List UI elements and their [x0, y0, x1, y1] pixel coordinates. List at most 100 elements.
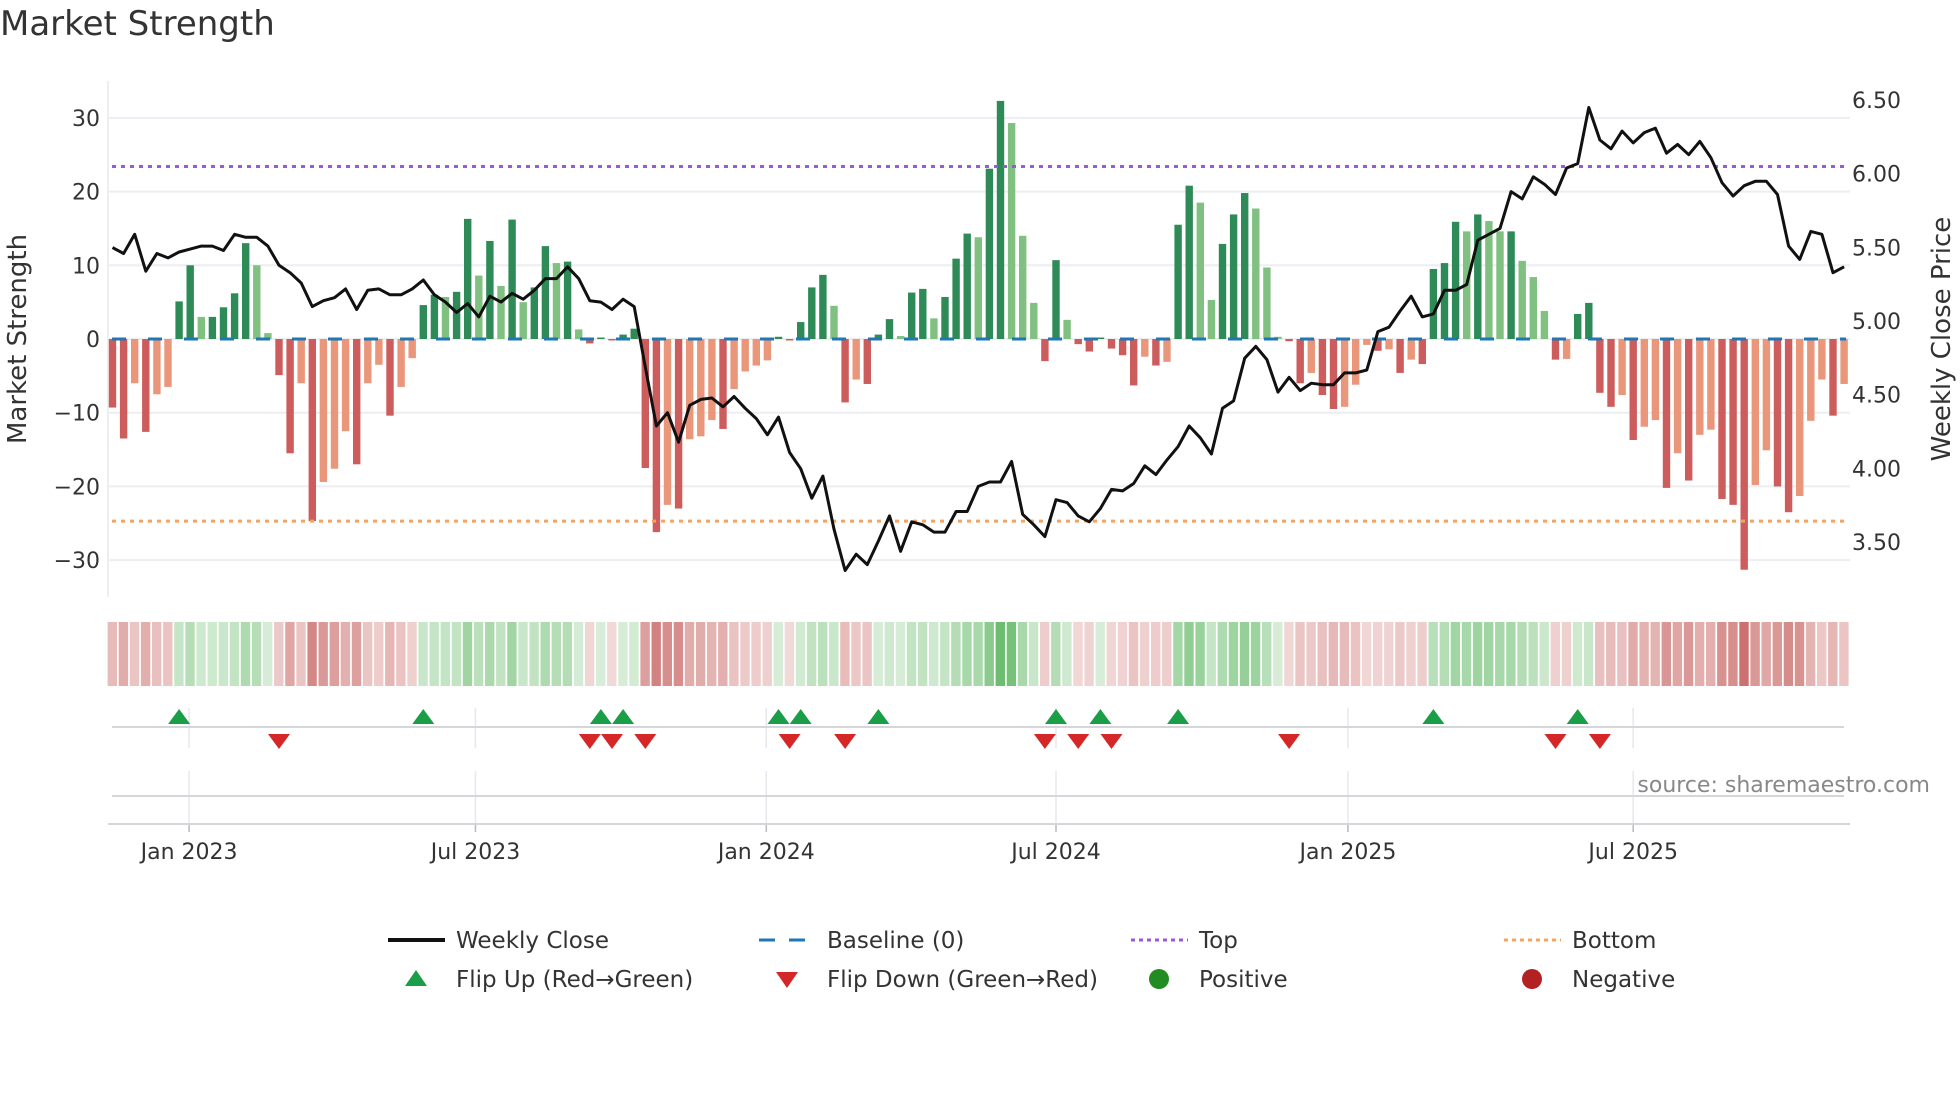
heatmap-cell — [240, 622, 251, 686]
strength-bar — [941, 296, 949, 339]
strength-bar — [674, 339, 683, 509]
heatmap-cell — [951, 622, 961, 686]
strength-bar — [808, 287, 816, 339]
strength-bar — [1185, 185, 1193, 339]
heatmap-cell — [1639, 622, 1649, 686]
strength-bar — [430, 294, 439, 339]
heatmap-cell — [1561, 622, 1572, 686]
strength-bar — [663, 339, 672, 505]
strength-bar — [497, 285, 505, 339]
heatmap-cell — [1239, 622, 1250, 686]
strength-bar — [841, 339, 849, 403]
strength-bar — [1318, 339, 1327, 396]
strength-bar — [486, 240, 494, 339]
legend-item: Top — [1131, 928, 1238, 954]
strength-bar — [763, 339, 772, 361]
heatmap-cell — [507, 622, 517, 686]
heatmap-cell — [1117, 622, 1128, 686]
heatmap-cell — [1683, 622, 1694, 686]
flip-up-marker — [1566, 709, 1589, 724]
y2-tick-label: 6.50 — [1852, 89, 1901, 114]
heatmap-cell — [629, 622, 639, 686]
strength-bar — [1063, 319, 1071, 339]
strength-bar — [208, 316, 217, 339]
heatmap-cell — [884, 622, 894, 686]
heatmap-cell — [1328, 622, 1338, 686]
flip-up-marker — [867, 709, 890, 724]
heatmap-cell — [140, 622, 151, 686]
heatmap-cell — [318, 622, 328, 686]
strength-bar — [364, 339, 372, 384]
strength-bar — [1485, 221, 1493, 339]
strength-bar — [1818, 339, 1826, 380]
strength-bar — [1385, 339, 1393, 350]
strength-bar — [708, 339, 716, 421]
heatmap-cell — [1095, 622, 1105, 686]
legend-item: Flip Down (Green→Red) — [776, 967, 1098, 993]
strength-bar — [874, 334, 883, 339]
strength-bar — [1218, 243, 1227, 339]
heatmap-cell — [1384, 622, 1394, 686]
strength-bar — [197, 316, 205, 339]
y-tick-label: −10 — [54, 402, 100, 427]
strength-bar — [1418, 339, 1426, 365]
strength-bar — [1229, 214, 1238, 339]
strength-bar — [386, 339, 394, 416]
strength-bar — [1607, 339, 1615, 407]
strength-bar — [752, 339, 760, 366]
heatmap-cell — [1062, 622, 1072, 686]
heatmap-cell — [684, 622, 695, 686]
heatmap-cell — [929, 622, 939, 686]
heatmap-cell — [429, 622, 439, 686]
x-tick-label: Jul 2025 — [1586, 840, 1678, 865]
strength-bar — [885, 319, 894, 339]
strength-bar — [341, 339, 350, 432]
heatmap-cell — [329, 622, 339, 686]
strength-bar — [597, 337, 605, 339]
strength-bar — [1507, 231, 1515, 339]
flip-down-marker — [634, 734, 657, 749]
strength-bar — [1640, 339, 1648, 427]
legend-triangle-down-icon — [776, 972, 798, 988]
heatmap-cell — [1406, 622, 1416, 686]
y-tick-label: 20 — [72, 181, 100, 206]
flip-down-marker — [578, 734, 601, 749]
strength-bar — [1440, 263, 1449, 339]
strength-bar — [1696, 339, 1704, 435]
heatmap-cell — [118, 622, 129, 686]
strength-bar — [253, 265, 261, 339]
heatmap-cell — [1617, 622, 1627, 686]
strength-bar — [297, 339, 305, 384]
heatmap-cell — [818, 622, 828, 686]
strength-bar — [730, 339, 738, 390]
heatmap-cell — [385, 622, 395, 686]
heatmap-cell — [773, 622, 783, 686]
heatmap-cell — [1750, 622, 1760, 686]
heatmap-cell — [1461, 622, 1472, 686]
heatmap-cell — [1550, 622, 1560, 686]
heatmap-cell — [485, 622, 495, 686]
strength-bar — [1474, 214, 1482, 339]
heatmap-cell — [1361, 622, 1372, 686]
heatmap-cell — [707, 622, 717, 686]
heatmap-cell — [196, 622, 206, 686]
strength-bar — [1374, 339, 1382, 351]
heatmap-cell — [418, 622, 428, 686]
heatmap-cell — [1262, 622, 1272, 686]
heatmap-cell — [1450, 622, 1461, 686]
heatmap-cell — [1350, 622, 1361, 686]
legend-label: Negative — [1572, 967, 1675, 993]
heatmap-cell — [1306, 622, 1316, 686]
flip-down-marker — [1033, 734, 1056, 749]
heatmap-cell — [1040, 622, 1050, 686]
heatmap-cell — [163, 622, 173, 686]
legend-item: Baseline (0) — [759, 928, 964, 954]
heatmap-cell — [340, 622, 351, 686]
flip-up-marker — [612, 709, 635, 724]
heatmap-cell — [718, 622, 728, 686]
heatmap-cell — [618, 622, 628, 686]
flip-down-marker — [1067, 734, 1090, 749]
strength-bar — [1585, 302, 1593, 339]
heatmap-cell — [840, 622, 850, 686]
strength-bar — [1829, 339, 1837, 416]
